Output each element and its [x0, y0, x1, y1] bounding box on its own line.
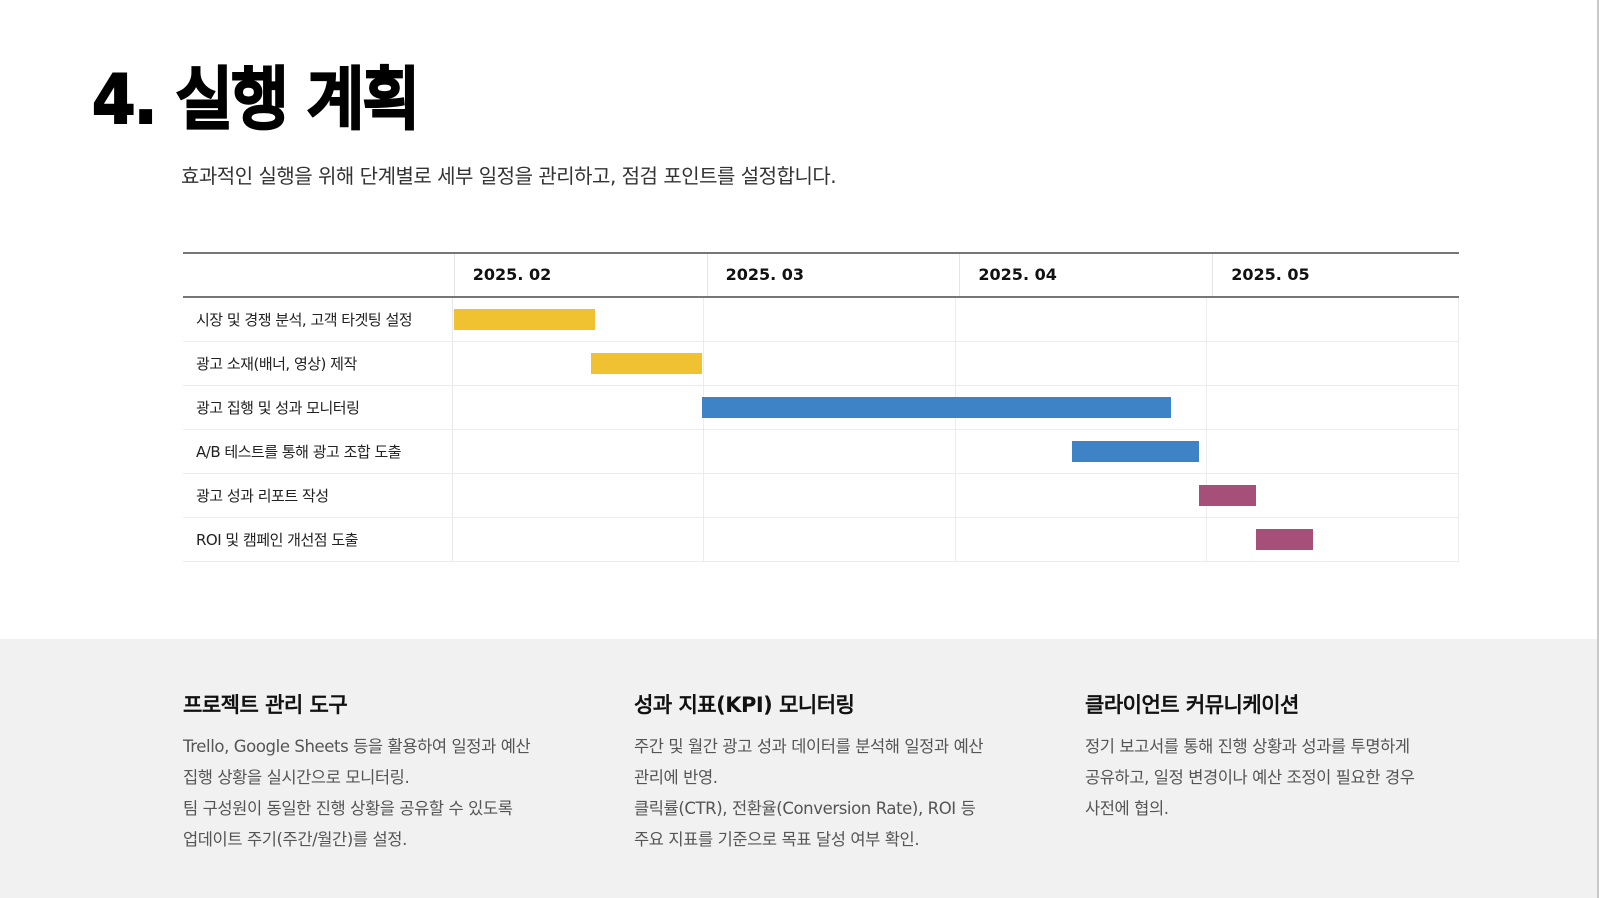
- gantt-chart: 2025. 02 2025. 03 2025. 04 2025. 05 시장 및…: [183, 252, 1460, 562]
- info-card-project-tools: 프로젝트 관리 도구 Trello, Google Sheets 등을 활용하여…: [183, 689, 583, 855]
- month-header: 2025. 03: [708, 254, 961, 296]
- gantt-row: 시장 및 경쟁 분석, 고객 타겟팅 설정: [183, 298, 1460, 342]
- info-title: 프로젝트 관리 도구: [183, 693, 348, 717]
- month-header: 2025. 02: [455, 254, 708, 296]
- info-section: 프로젝트 관리 도구 Trello, Google Sheets 등을 활용하여…: [0, 639, 1597, 898]
- gantt-header: 2025. 02 2025. 03 2025. 04 2025. 05: [183, 252, 1459, 298]
- info-text: 정기 보고서를 통해 진행 상황과 성과를 투명하게: [1085, 737, 1410, 756]
- month-header: 2025. 04: [960, 254, 1214, 296]
- month-header: 2025. 05: [1231, 265, 1310, 284]
- page-edge-divider: [1597, 0, 1599, 898]
- task-label: A/B 테스트를 통해 광고 조합 도출: [183, 430, 453, 473]
- info-text: 팀 구성원이 동일한 진행 상황을 공유할 수 있도록: [183, 799, 513, 818]
- gantt-row: 광고 성과 리포트 작성: [183, 474, 1460, 518]
- task-bar: [1072, 441, 1199, 462]
- page-title: 4. 실행 계획: [91, 60, 421, 141]
- info-text: 업데이트 주기(주간/월간)를 설정.: [183, 830, 407, 849]
- gantt-row: 광고 소재(배너, 영상) 제작: [183, 342, 1460, 386]
- info-text: 클릭률(CTR), 전환율(Conversion Rate), ROI 등: [634, 799, 976, 818]
- info-title: 성과 지표(KPI) 모니터링: [634, 693, 855, 717]
- task-bar: [1198, 485, 1256, 506]
- task-label: 시장 및 경쟁 분석, 고객 타겟팅 설정: [183, 298, 453, 341]
- gantt-row: ROI 및 캠페인 개선점 도출: [183, 518, 1460, 562]
- task-label: 광고 집행 및 성과 모니터링: [183, 386, 453, 429]
- info-text: 사전에 협의.: [1085, 799, 1169, 818]
- task-label: 광고 성과 리포트 작성: [183, 474, 453, 517]
- info-card-client-communication: 클라이언트 커뮤니케이션 정기 보고서를 통해 진행 상황과 성과를 투명하게 …: [1085, 689, 1485, 824]
- gantt-row: 광고 집행 및 성과 모니터링: [183, 386, 1460, 430]
- task-column-header: [183, 254, 455, 296]
- info-text: 주간 및 월간 광고 성과 데이터를 분석해 일정과 예산: [634, 737, 984, 756]
- info-card-kpi: 성과 지표(KPI) 모니터링 주간 및 월간 광고 성과 데이터를 분석해 일…: [634, 689, 1034, 855]
- info-text: 관리에 반영.: [634, 768, 718, 787]
- task-label: ROI 및 캠페인 개선점 도출: [183, 518, 453, 561]
- page-subtitle: 효과적인 실행을 위해 단계별로 세부 일정을 관리하고, 점검 포인트를 설정…: [181, 164, 837, 188]
- info-text: 공유하고, 일정 변경이나 예산 조정이 필요한 경우: [1085, 768, 1415, 787]
- info-text: 집행 상황을 실시간으로 모니터링.: [183, 768, 410, 787]
- info-title: 클라이언트 커뮤니케이션: [1085, 693, 1299, 717]
- task-bar: [590, 353, 703, 374]
- task-bar: [1255, 529, 1313, 550]
- task-label: 광고 소재(배너, 영상) 제작: [183, 342, 453, 385]
- info-text: 주요 지표를 기준으로 목표 달성 여부 확인.: [634, 830, 920, 849]
- task-bar: [702, 397, 1172, 418]
- task-bar: [454, 309, 596, 330]
- gantt-row: A/B 테스트를 통해 광고 조합 도출: [183, 430, 1460, 474]
- info-text: Trello, Google Sheets 등을 활용하여 일정과 예산: [183, 737, 531, 756]
